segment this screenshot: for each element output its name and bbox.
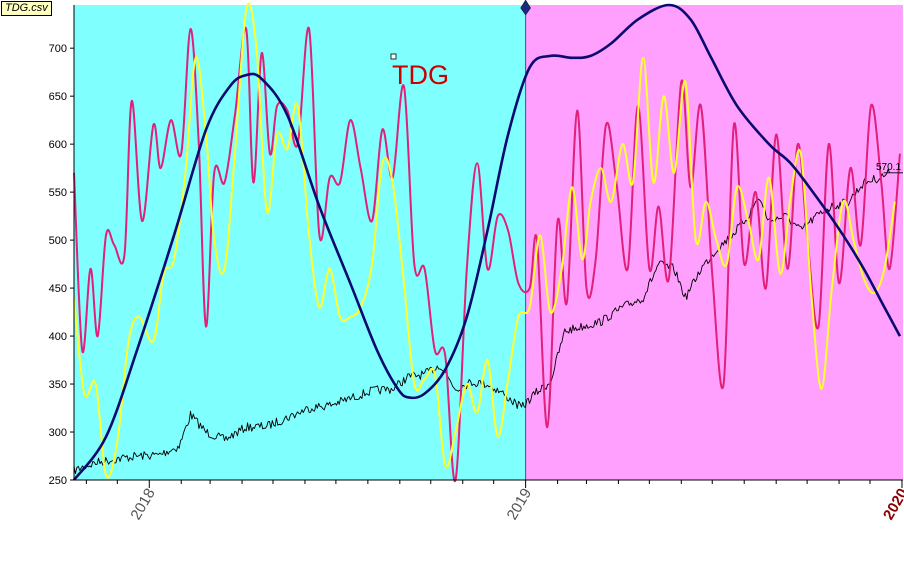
y-tick-label: 400 — [49, 331, 67, 343]
y-tick-label: 700 — [49, 43, 67, 55]
series-layer — [72, 0, 902, 483]
region-band-1 — [525, 5, 903, 480]
y-tick-label: 250 — [49, 475, 67, 487]
chart-title: TDG — [392, 60, 449, 90]
divider-marker-icon — [520, 0, 531, 16]
axes — [70, 5, 903, 488]
x-tick-label: 2018 — [127, 486, 158, 523]
y-tick-label: 500 — [49, 235, 67, 247]
y-tick-label: 300 — [49, 427, 67, 439]
series-line-oscillator-magenta — [73, 26, 901, 483]
last-value-label: 570.1 — [876, 162, 901, 173]
x-tick-label: 2019 — [504, 486, 535, 523]
y-tick-label: 550 — [49, 187, 67, 199]
series-line-smooth-cycle — [72, 3, 902, 481]
series-line-oscillator-yellow — [73, 2, 896, 479]
region-band-0 — [74, 5, 526, 480]
file-label: TDG.csv — [1, 1, 52, 16]
background-regions — [74, 5, 903, 480]
x-tick-label: 2020 — [880, 486, 904, 523]
y-tick-label: 350 — [49, 379, 67, 391]
y-tick-label: 600 — [49, 139, 67, 151]
title-anchor-marker — [390, 53, 397, 60]
y-tick-label: 650 — [49, 91, 67, 103]
y-tick-label: 450 — [49, 283, 67, 295]
